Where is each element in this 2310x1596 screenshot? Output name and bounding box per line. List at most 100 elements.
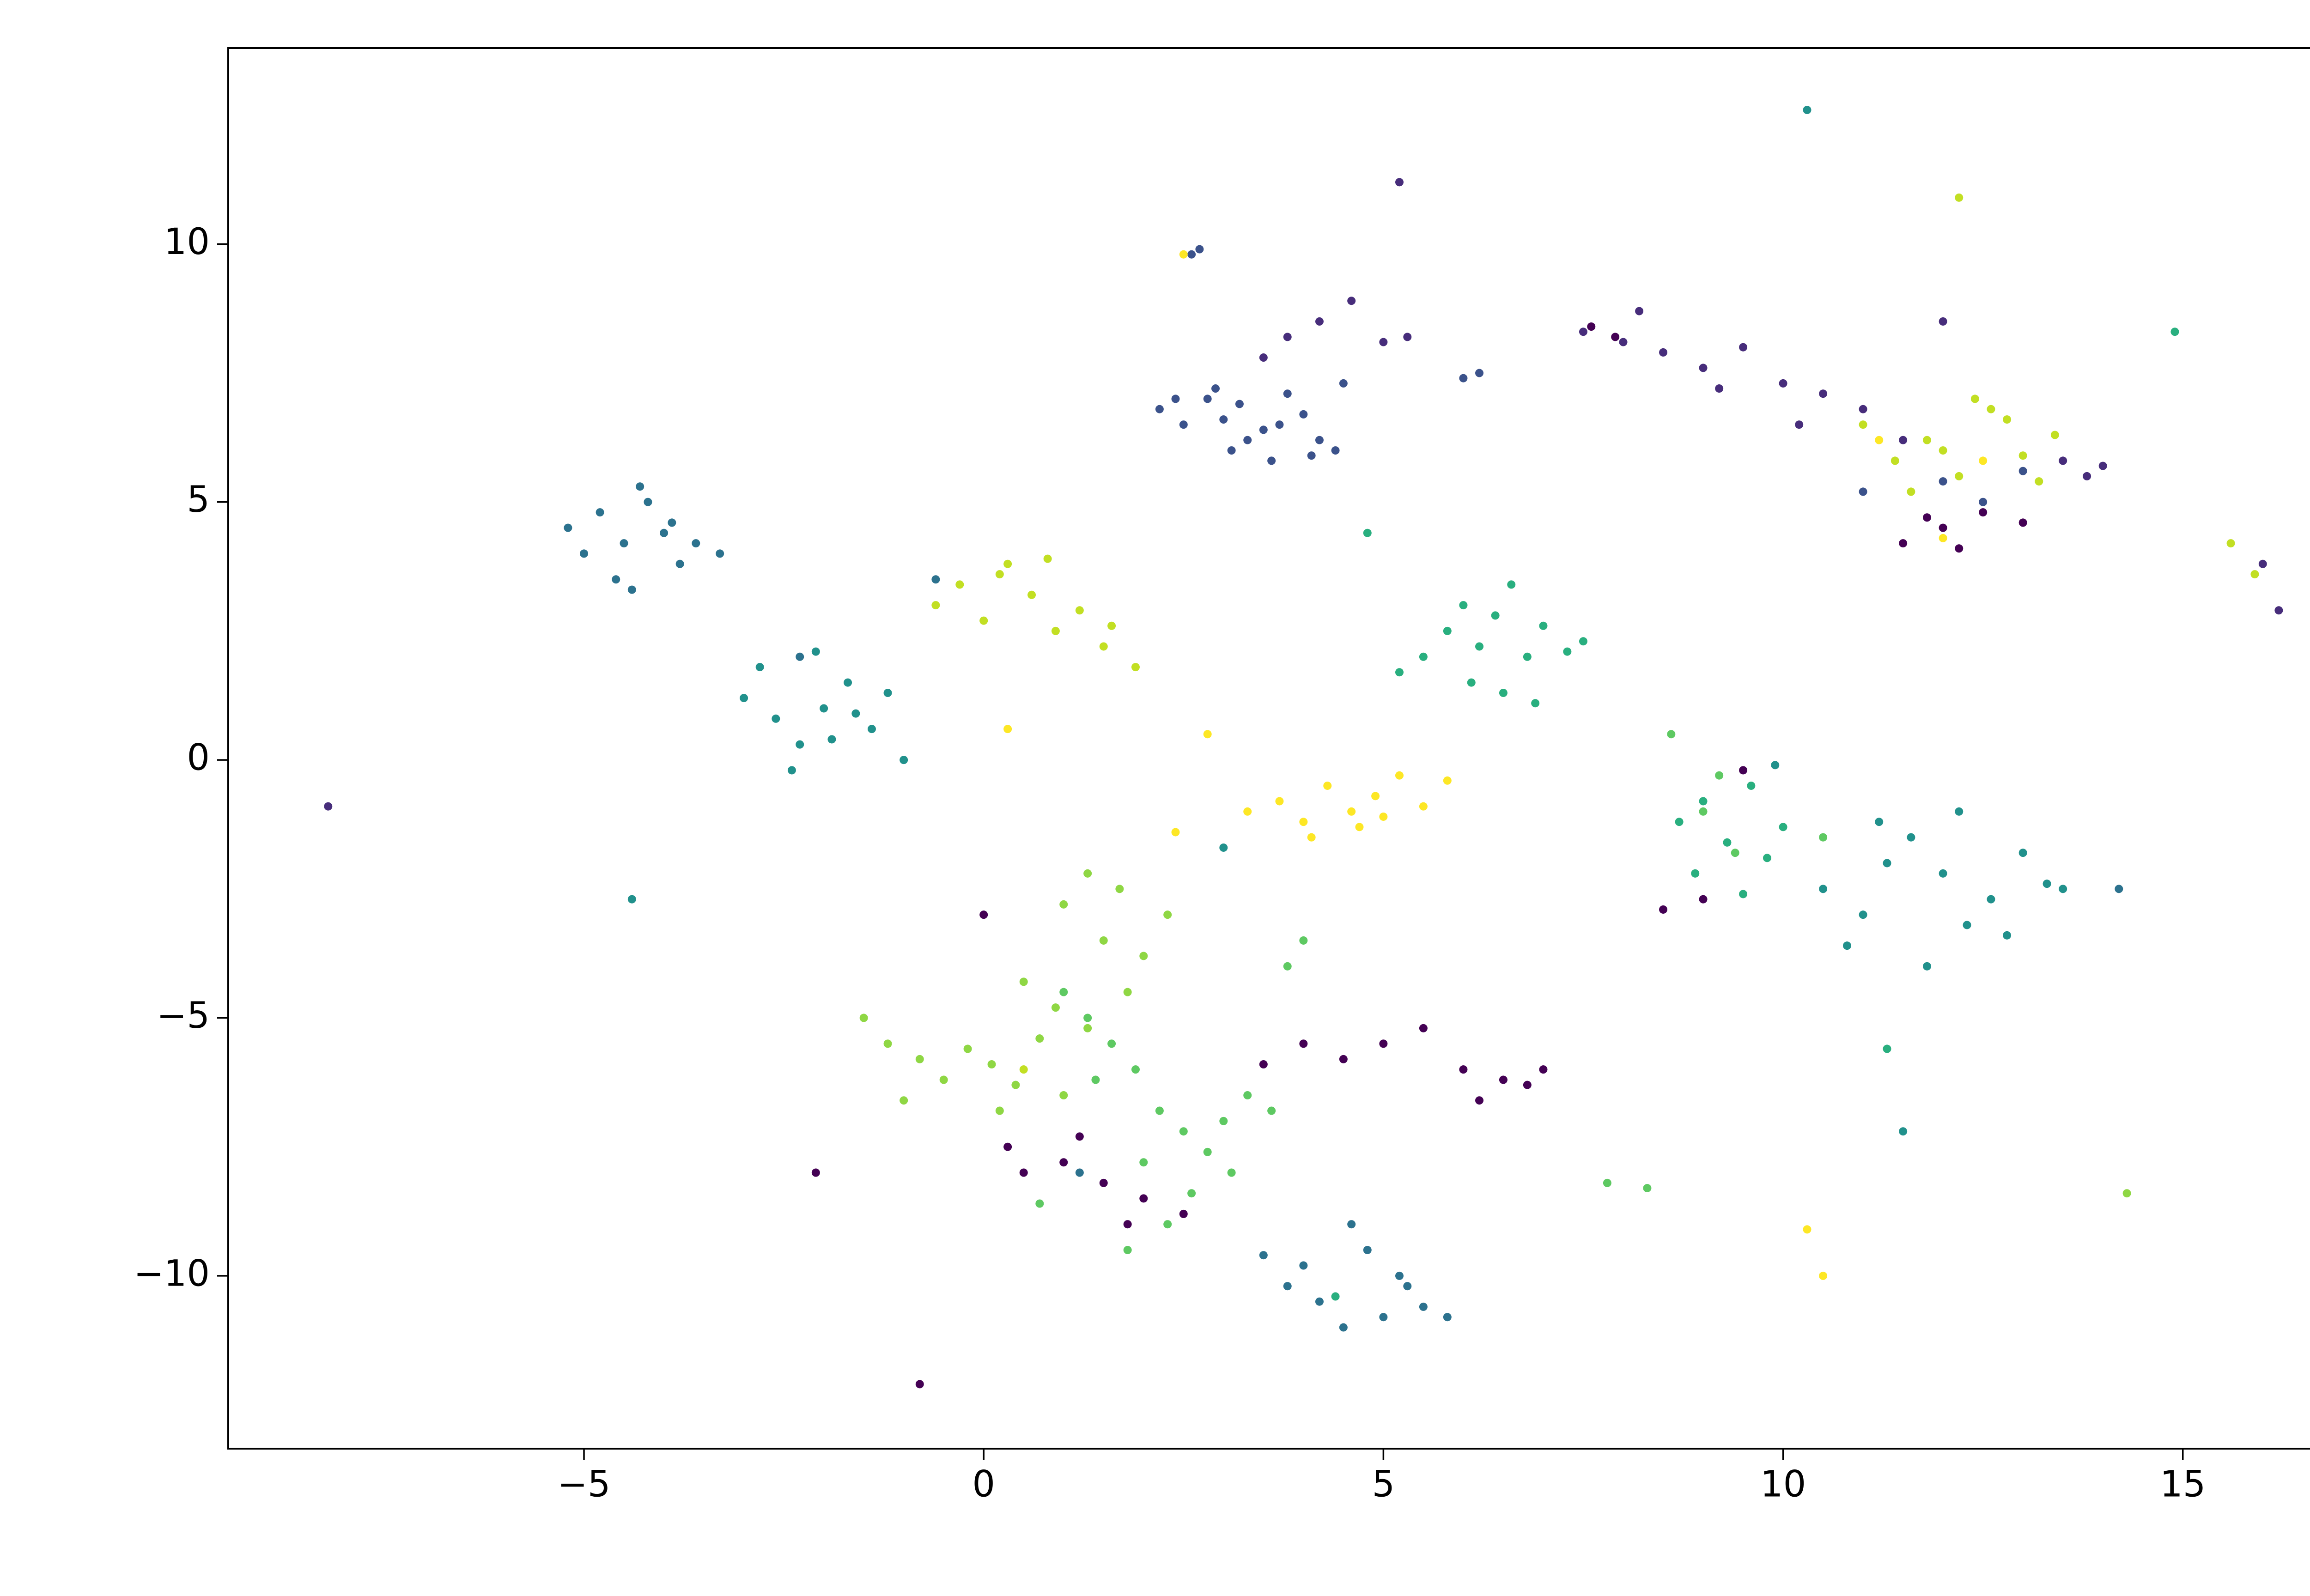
- point: [1371, 792, 1380, 801]
- point: [755, 663, 764, 672]
- point: [1635, 307, 1644, 316]
- point: [1019, 1065, 1028, 1074]
- point: [1355, 823, 1364, 831]
- point: [1443, 626, 1452, 635]
- point: [1299, 410, 1308, 419]
- point: [1243, 1091, 1252, 1100]
- point: [668, 518, 676, 527]
- point: [1307, 451, 1316, 460]
- point: [1587, 322, 1596, 331]
- point: [1395, 668, 1404, 677]
- point: [1267, 456, 1276, 465]
- point: [1859, 910, 1867, 919]
- point: [2122, 1189, 2131, 1198]
- point: [1003, 559, 1012, 568]
- point: [2050, 431, 2059, 439]
- point: [1603, 1178, 1611, 1187]
- point: [1219, 415, 1228, 424]
- point: [1891, 456, 1899, 465]
- point: [1379, 1039, 1388, 1048]
- point: [596, 508, 604, 517]
- point: [2059, 456, 2067, 465]
- point: [1347, 297, 1356, 305]
- point: [1907, 833, 1915, 842]
- point: [1579, 328, 1587, 336]
- point: [867, 725, 876, 734]
- point: [1283, 389, 1292, 398]
- point: [1283, 333, 1292, 341]
- point: [1019, 1168, 1028, 1177]
- point: [1987, 895, 1995, 904]
- point: [979, 616, 988, 625]
- point: [1323, 781, 1332, 790]
- point: [1027, 590, 1036, 599]
- point: [1939, 477, 1947, 486]
- point: [1699, 895, 1708, 904]
- point: [716, 549, 724, 558]
- point: [1939, 317, 1947, 326]
- point: [1419, 1302, 1428, 1311]
- point: [955, 580, 964, 589]
- point: [1243, 436, 1252, 444]
- point: [1179, 250, 1188, 259]
- point: [1019, 977, 1028, 986]
- point: [979, 910, 988, 919]
- point: [627, 585, 636, 594]
- point: [1499, 688, 1508, 697]
- point: [1883, 859, 1891, 868]
- point: [1083, 1013, 1092, 1022]
- point: [1907, 487, 1915, 496]
- point: [2003, 415, 2012, 424]
- point: [1283, 1282, 1292, 1291]
- point: [811, 1168, 820, 1177]
- point: [1315, 1297, 1324, 1306]
- point: [1859, 487, 1867, 496]
- point: [1475, 642, 1484, 651]
- point: [1363, 528, 1372, 537]
- point: [1819, 1271, 1828, 1280]
- point: [995, 1106, 1004, 1115]
- point: [1419, 652, 1428, 661]
- x-tick-label: 5: [1372, 1463, 1395, 1505]
- point: [2043, 880, 2051, 888]
- point: [796, 740, 804, 749]
- point: [1275, 420, 1284, 429]
- point: [1675, 818, 1684, 826]
- point: [1051, 1003, 1060, 1012]
- point: [1875, 818, 1884, 826]
- point: [1803, 1225, 1812, 1234]
- point: [1763, 854, 1771, 862]
- point: [1179, 1127, 1188, 1136]
- point: [1779, 823, 1787, 831]
- point: [1659, 348, 1668, 357]
- point: [1123, 1220, 1132, 1229]
- point: [1899, 436, 1908, 444]
- point: [1667, 730, 1676, 739]
- point: [580, 549, 589, 558]
- point: [740, 694, 748, 703]
- point: [1219, 1117, 1228, 1125]
- point: [915, 1055, 924, 1063]
- point: [1619, 338, 1628, 346]
- point: [2258, 559, 2267, 568]
- point: [1523, 652, 1532, 661]
- point: [620, 539, 628, 548]
- point: [1331, 446, 1340, 455]
- point: [1083, 869, 1092, 878]
- point: [1099, 1178, 1108, 1187]
- point: [1659, 905, 1668, 914]
- point: [1139, 1194, 1148, 1203]
- point: [1819, 885, 1828, 893]
- point: [1987, 405, 1995, 413]
- point: [859, 1013, 868, 1022]
- point: [1459, 1065, 1468, 1074]
- point: [644, 498, 652, 506]
- point: [851, 709, 860, 718]
- point: [1091, 1075, 1100, 1084]
- point: [1211, 384, 1220, 393]
- point: [1771, 761, 1780, 770]
- point: [963, 1044, 972, 1053]
- point: [1203, 1147, 1212, 1156]
- point: [2115, 885, 2123, 893]
